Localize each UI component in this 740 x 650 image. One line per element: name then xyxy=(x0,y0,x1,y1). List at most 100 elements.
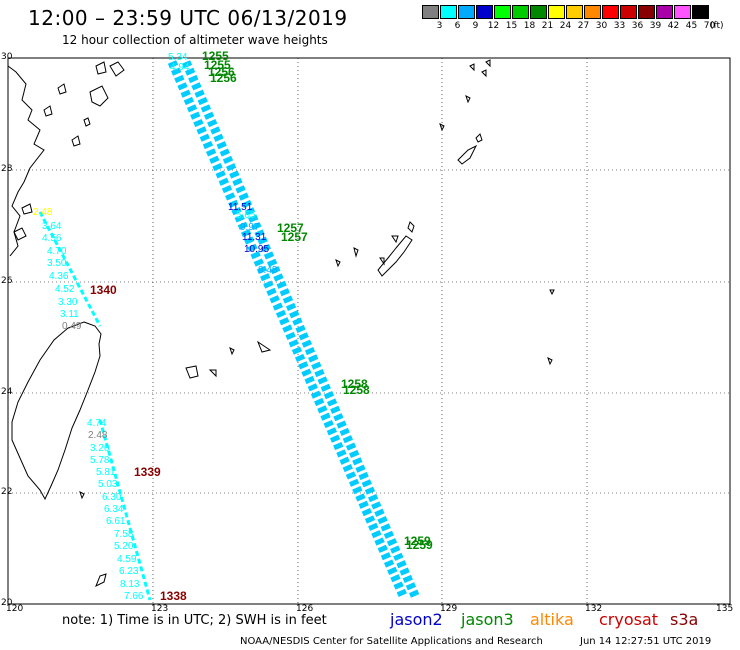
pass-id-label: 1257 xyxy=(277,221,304,235)
map-title: 12:00 – 23:59 UTC 06/13/2019 xyxy=(28,6,348,30)
wave-height-value: 9.97 xyxy=(240,222,260,233)
scale-label: 70 xyxy=(703,21,716,31)
satellite-legend-item: cryosat xyxy=(599,610,659,629)
wave-height-value: 10.95 xyxy=(244,244,269,255)
wave-height-value: 3.11 xyxy=(60,309,79,320)
pass-id-label: 1256 xyxy=(210,71,237,85)
scale-swatch xyxy=(674,5,691,19)
longitude-label: 135 xyxy=(716,604,734,614)
pass-id-label: 1256 xyxy=(208,65,235,79)
scale-label: 21 xyxy=(541,21,554,31)
wave-height-value: 7.58 xyxy=(114,529,134,540)
wave-height-value: 11.31 xyxy=(242,232,267,243)
scale-label: 42 xyxy=(667,21,680,31)
wave-height-value: 2.48 xyxy=(33,207,53,218)
latitude-label: 28 xyxy=(1,164,13,174)
pass-id-label: 1259 xyxy=(404,534,431,548)
wave-height-value: 7.66 xyxy=(124,591,144,602)
longitude-label: 129 xyxy=(440,604,458,614)
scale-label: 15 xyxy=(505,21,518,31)
scale-label: 18 xyxy=(523,21,536,31)
wave-height-value: 11.51 xyxy=(228,202,253,213)
wave-height-value: 3.50 xyxy=(47,258,67,269)
generation-timestamp: Jun 14 12:27:51 UTC 2019 xyxy=(580,636,712,647)
wave-height-value: 6.30 xyxy=(102,492,122,503)
s3a-track-north xyxy=(38,211,102,327)
scale-swatch xyxy=(638,5,655,19)
wave-height-value: 4.36 xyxy=(49,271,69,282)
latitude-label: 20 xyxy=(1,598,13,608)
scale-swatch xyxy=(530,5,547,19)
pass-id-label: 1258 xyxy=(341,377,368,391)
wave-height-value: 0.49 xyxy=(62,321,82,332)
wave-height-value: 5.03 xyxy=(98,479,118,490)
ryukyu-islands xyxy=(79,59,555,588)
scale-swatch xyxy=(458,5,475,19)
satellite-legend-item: altika xyxy=(530,610,574,629)
wave-height-value: 6.61 xyxy=(106,516,126,527)
scale-label: 12 xyxy=(487,21,500,31)
satellite-ground-tracks xyxy=(38,60,421,601)
wave-height-value: 8.13 xyxy=(120,579,140,590)
scale-label: 24 xyxy=(559,21,572,31)
scale-label: 45 xyxy=(685,21,698,31)
longitude-label: 120 xyxy=(6,604,24,614)
wave-height-value: 4.70 xyxy=(47,246,67,257)
latitude-label: 30 xyxy=(1,52,13,62)
wave-height-value: 5.78 xyxy=(90,455,110,466)
wave-height-value: 4.94 xyxy=(170,62,190,73)
scale-swatch xyxy=(494,5,511,19)
taiwan-landmass xyxy=(11,321,102,501)
wave-height-value: 4.56 xyxy=(42,233,62,244)
track-and-wave-labels: 1255125512561256125712571258125812591259… xyxy=(33,49,433,603)
pass-id-label: 1255 xyxy=(202,49,229,63)
scale-swatch xyxy=(692,5,709,19)
longitude-label: 126 xyxy=(296,604,314,614)
wave-height-value: 8.48 xyxy=(258,265,278,276)
scale-label: 39 xyxy=(649,21,662,31)
wave-height-value: 6.34 xyxy=(104,504,124,515)
scale-label: 33 xyxy=(613,21,626,31)
wave-height-value: 3.26 xyxy=(90,443,110,454)
scale-swatch xyxy=(656,5,673,19)
jason3-track-west xyxy=(167,60,409,600)
scale-swatch xyxy=(602,5,619,19)
scale-label: 27 xyxy=(577,21,590,31)
scale-label: 9 xyxy=(472,21,479,31)
wave-height-value: 3.64 xyxy=(42,221,62,232)
scale-swatch xyxy=(512,5,529,19)
china-coast-islands xyxy=(13,61,125,241)
scale-unit: (ft) xyxy=(710,21,724,31)
jason3-track-east xyxy=(181,60,421,600)
pass-id-label: 1258 xyxy=(343,383,370,397)
scale-label: 6 xyxy=(454,21,461,31)
wave-height-value: 4.59 xyxy=(117,554,137,565)
wave-height-value: 5.81 xyxy=(96,467,116,478)
pass-id-label: 1340 xyxy=(90,283,117,297)
scale-label: 3 xyxy=(436,21,443,31)
scale-label: 36 xyxy=(631,21,644,31)
scale-swatch xyxy=(620,5,637,19)
latitude-label: 22 xyxy=(1,487,13,497)
wave-height-value: 3.30 xyxy=(58,297,78,308)
pass-id-label: 1339 xyxy=(134,465,161,479)
pass-id-label: 1255 xyxy=(204,58,231,72)
wave-height-value: 6.23 xyxy=(119,566,139,577)
pass-id-label: 1259 xyxy=(406,538,433,552)
pass-id-label: 1338 xyxy=(160,589,187,603)
wave-height-value: 5.34 xyxy=(168,52,188,63)
scale-swatch xyxy=(440,5,457,19)
scale-swatch xyxy=(566,5,583,19)
s3a-track-south xyxy=(98,419,152,601)
longitude-label: 132 xyxy=(585,604,603,614)
satellite-legend-item: jason2 xyxy=(390,610,443,629)
scale-swatch xyxy=(584,5,601,19)
pass-id-label: 1257 xyxy=(281,230,308,244)
china-coastline xyxy=(7,65,45,257)
scale-swatch xyxy=(548,5,565,19)
wave-height-value: 2.48 xyxy=(88,430,108,441)
wave-height-value: 4.74 xyxy=(87,418,107,429)
satellite-legend-item: jason3 xyxy=(461,610,514,629)
wave-height-value: 5.65 xyxy=(236,210,256,221)
